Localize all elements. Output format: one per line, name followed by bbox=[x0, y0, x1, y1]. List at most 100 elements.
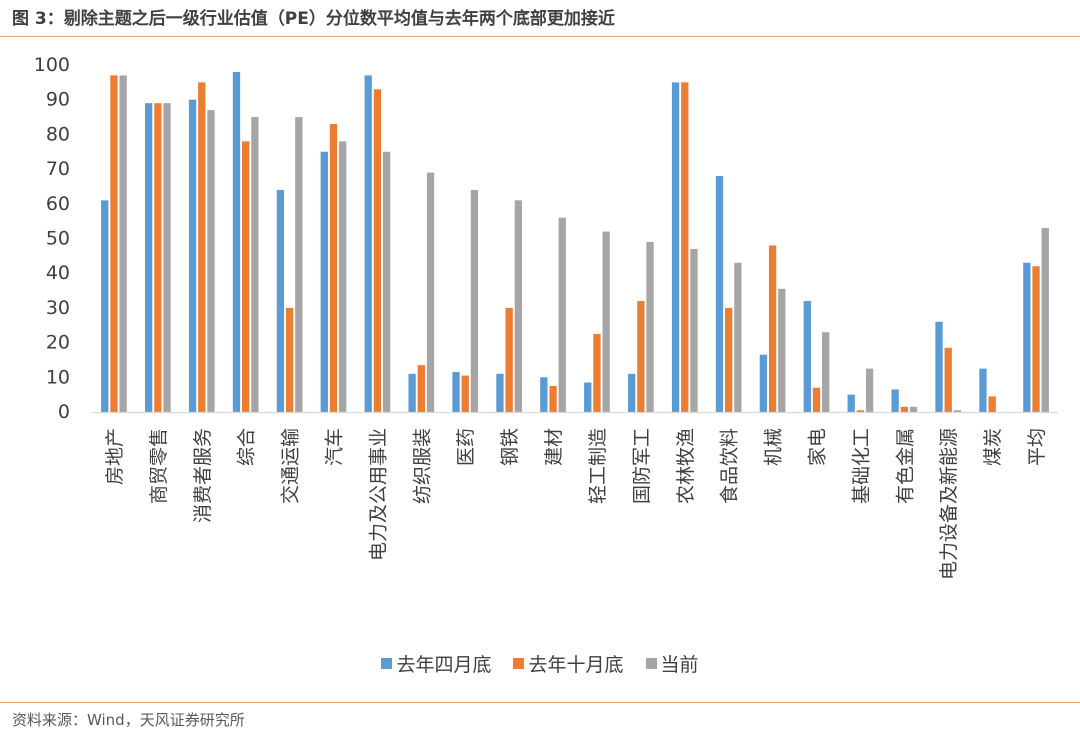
bar bbox=[198, 82, 206, 412]
legend-label: 去年十月底 bbox=[528, 654, 624, 676]
bar bbox=[628, 373, 636, 412]
bar bbox=[734, 262, 742, 412]
bar bbox=[408, 373, 416, 412]
x-category-label: 消费者服务 bbox=[192, 428, 214, 523]
bar bbox=[803, 300, 811, 412]
bar bbox=[953, 410, 962, 412]
y-tick-label: 40 bbox=[46, 262, 70, 284]
bar bbox=[671, 82, 680, 412]
x-category-label: 煤炭 bbox=[982, 428, 1004, 466]
bar bbox=[461, 375, 469, 412]
bar bbox=[329, 123, 338, 413]
bar bbox=[935, 321, 943, 412]
bar bbox=[1041, 228, 1049, 412]
bar bbox=[690, 248, 698, 412]
bar bbox=[251, 117, 259, 413]
x-category-label: 医药 bbox=[455, 428, 477, 466]
bar bbox=[646, 241, 654, 412]
bar bbox=[276, 189, 285, 412]
bar bbox=[549, 385, 557, 412]
x-category-label: 轻工制造 bbox=[587, 428, 609, 504]
bar bbox=[364, 75, 372, 412]
bar bbox=[847, 394, 855, 412]
bar bbox=[988, 396, 996, 412]
bar bbox=[822, 332, 830, 412]
y-tick-label: 10 bbox=[46, 366, 70, 388]
bar bbox=[163, 103, 171, 413]
y-tick-label: 0 bbox=[58, 401, 70, 423]
bar bbox=[778, 288, 786, 412]
footer-divider bbox=[0, 702, 1080, 703]
bar bbox=[558, 217, 566, 412]
bar bbox=[602, 231, 610, 412]
bar bbox=[715, 176, 724, 412]
bar bbox=[944, 347, 952, 412]
y-tick-label: 50 bbox=[46, 228, 70, 250]
legend-label: 去年四月底 bbox=[396, 654, 492, 676]
bar bbox=[339, 141, 347, 412]
bar bbox=[1023, 262, 1031, 412]
bar bbox=[909, 406, 918, 412]
bar bbox=[593, 333, 601, 412]
bar bbox=[540, 377, 548, 412]
bar bbox=[145, 103, 153, 413]
x-category-label: 有色金属 bbox=[894, 428, 916, 504]
x-category-label: 建材 bbox=[543, 428, 565, 466]
x-category-label: 家电 bbox=[807, 428, 829, 466]
y-tick-label: 70 bbox=[46, 158, 70, 180]
bar bbox=[681, 82, 689, 412]
bar bbox=[207, 110, 215, 413]
bar bbox=[514, 200, 522, 412]
source-note: 资料来源：Wind，天风证券研究所 bbox=[12, 711, 245, 729]
legend-swatch bbox=[513, 658, 525, 669]
bar bbox=[295, 117, 303, 413]
x-category-label: 平均 bbox=[1026, 428, 1048, 466]
bar bbox=[119, 75, 127, 412]
bar bbox=[154, 103, 162, 413]
x-category-label: 汽车 bbox=[324, 428, 346, 466]
x-category-label: 交通运输 bbox=[280, 428, 302, 504]
legend-item: 去年十月底 bbox=[513, 650, 624, 677]
x-category-label: 农林牧渔 bbox=[675, 428, 697, 504]
bar bbox=[101, 200, 109, 412]
legend-swatch bbox=[645, 658, 657, 669]
x-category-label: 房地产 bbox=[104, 428, 126, 485]
bar bbox=[979, 368, 987, 413]
bar bbox=[452, 372, 460, 412]
title-divider bbox=[0, 36, 1080, 37]
bar bbox=[768, 245, 777, 412]
bar bbox=[382, 151, 391, 412]
bar bbox=[285, 307, 294, 412]
bar bbox=[865, 368, 874, 413]
x-category-label: 商贸零售 bbox=[148, 428, 170, 504]
bar-chart: 0 10 20 30 40 50 60 70 80 90 100 房地产 商贸零售 消费者服务 综合 交通运输… bbox=[34, 54, 1058, 580]
x-category-label: 机械 bbox=[763, 428, 785, 466]
x-category-label: 综合 bbox=[236, 428, 258, 466]
bar bbox=[373, 89, 382, 412]
x-category-label: 基础化工 bbox=[850, 428, 872, 504]
bar bbox=[496, 373, 504, 412]
legend-label: 当前 bbox=[660, 654, 699, 676]
y-tick-label: 20 bbox=[46, 332, 70, 354]
legend-item: 当前 bbox=[645, 650, 699, 677]
x-category-label: 纺织服装 bbox=[411, 428, 433, 504]
bar bbox=[417, 365, 425, 412]
legend-swatch bbox=[381, 658, 393, 669]
y-tick-label: 100 bbox=[34, 54, 70, 76]
y-tick-label: 90 bbox=[46, 89, 70, 111]
x-category-label: 电力及公用事业 bbox=[367, 428, 389, 561]
bar bbox=[856, 410, 865, 412]
legend-item: 去年四月底 bbox=[381, 650, 491, 677]
x-category-label: 钢铁 bbox=[499, 428, 521, 466]
bar bbox=[320, 151, 328, 412]
bar bbox=[426, 172, 435, 412]
x-category-label: 食品饮料 bbox=[719, 428, 741, 504]
x-category-label: 国防军工 bbox=[631, 428, 653, 504]
bar bbox=[505, 307, 513, 412]
bar bbox=[188, 99, 197, 412]
bar bbox=[584, 382, 592, 412]
bar bbox=[242, 141, 250, 412]
bar bbox=[725, 307, 733, 412]
bar bbox=[891, 389, 899, 412]
figure-title: 图 3：剔除主题之后一级行业估值（PE）分位数平均值与去年两个底部更加接近 bbox=[12, 9, 615, 29]
